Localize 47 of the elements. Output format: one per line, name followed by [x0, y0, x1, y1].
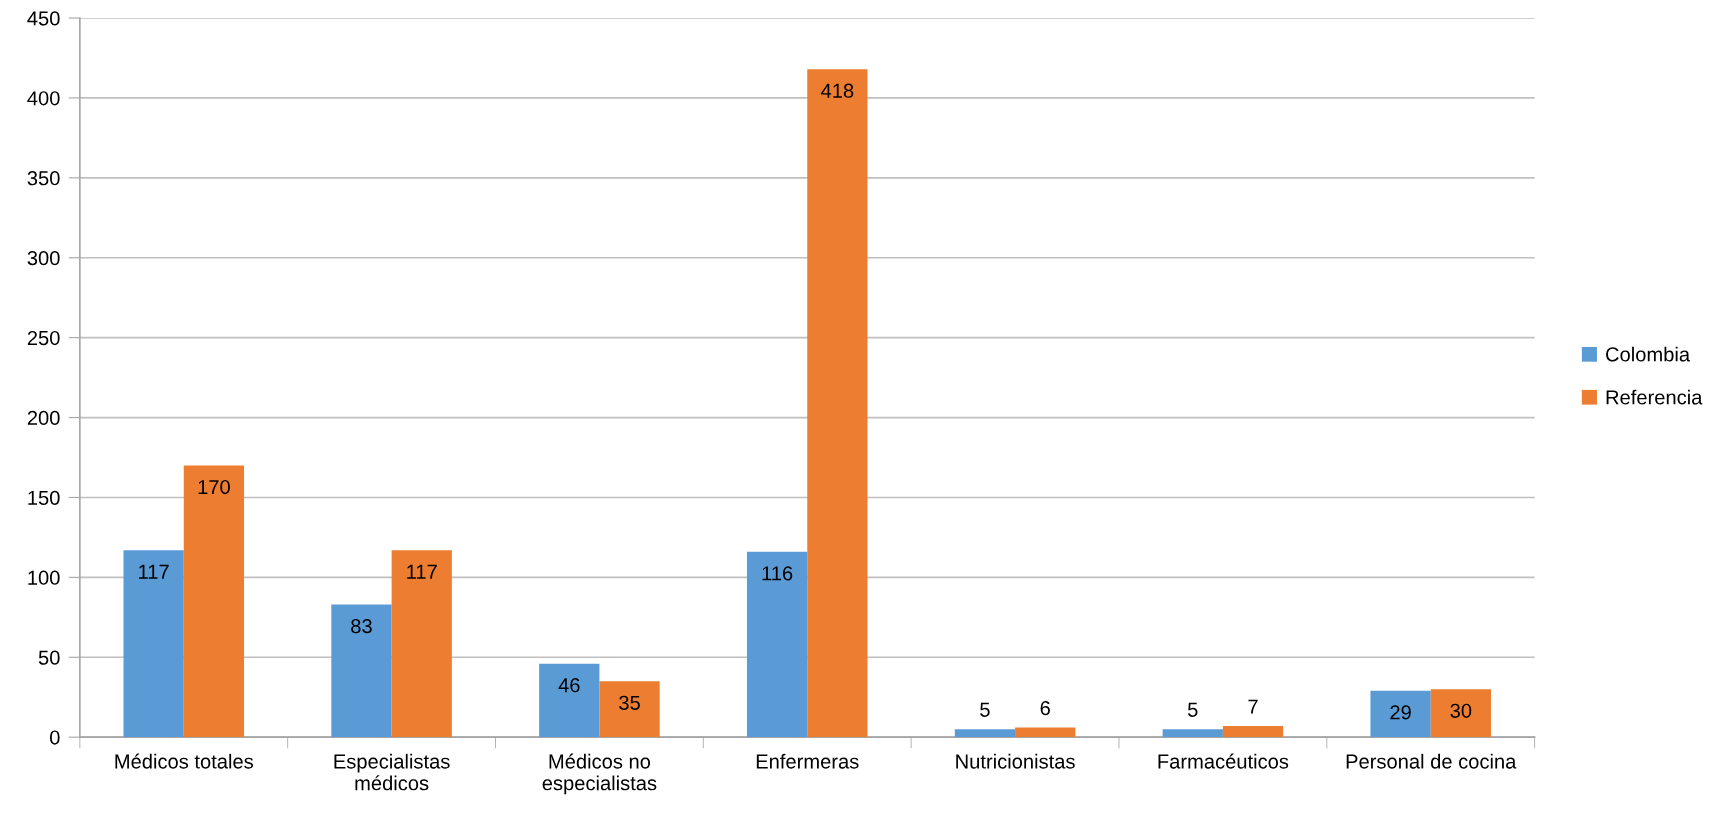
y-tick-label: 350 — [27, 171, 60, 186]
bar — [1162, 729, 1223, 738]
x-tick-label: Farmacéuticos — [1158, 753, 1289, 769]
y-tick-label: 300 — [27, 250, 60, 266]
y-tick-label: 50 — [38, 650, 60, 665]
legend-label: Referencia — [1606, 389, 1703, 405]
y-tick-label: 400 — [27, 91, 60, 106]
data-label: 5 — [980, 702, 990, 717]
data-label: 30 — [1450, 703, 1472, 718]
data-label: 116 — [762, 566, 793, 581]
y-tick-label: 100 — [28, 570, 60, 585]
bar — [123, 550, 184, 738]
bar — [539, 663, 600, 738]
bar — [1222, 725, 1284, 738]
bar — [331, 604, 392, 738]
x-tick-label: Médicos no especialistas — [542, 753, 657, 795]
data-label: 117 — [139, 564, 169, 579]
data-label: 170 — [198, 479, 230, 495]
x-tick-label: Enfermeras — [756, 753, 859, 769]
x-tick-label: Nutricionistas — [956, 753, 1075, 769]
bar — [954, 729, 1016, 738]
bar — [599, 681, 660, 738]
y-tick-label: 0 — [50, 730, 60, 745]
y-tick-label: 150 — [28, 490, 60, 505]
data-label: 35 — [619, 695, 640, 710]
bar — [1370, 690, 1431, 738]
y-tick-label: 250 — [27, 330, 60, 346]
bar — [183, 465, 245, 738]
data-label: 29 — [1390, 705, 1411, 720]
data-label: 83 — [351, 618, 372, 634]
data-label: 5 — [1187, 702, 1198, 717]
bar — [1015, 727, 1076, 738]
x-tick-label: Especialistas médicos — [334, 753, 450, 791]
bar — [391, 550, 452, 738]
data-label: 117 — [407, 564, 437, 579]
bar — [807, 69, 868, 738]
x-tick-label: Médicos totales — [115, 753, 254, 769]
data-label: 418 — [821, 83, 854, 98]
data-label: 46 — [558, 678, 580, 693]
legend-label: Colombia — [1606, 346, 1691, 362]
x-tick-label: Personal de cocina — [1346, 753, 1517, 769]
y-tick-label: 200 — [27, 410, 60, 426]
y-tick-label: 450 — [27, 11, 60, 26]
bar — [1430, 689, 1491, 738]
data-label: 7 — [1248, 699, 1258, 714]
bar — [746, 551, 808, 738]
data-label: 6 — [1040, 701, 1050, 716]
